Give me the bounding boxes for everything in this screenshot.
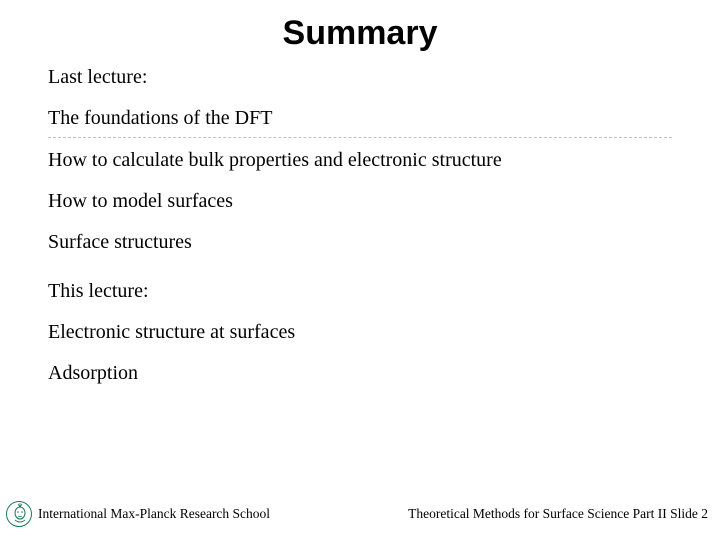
last-item-1: The foundations of the DFT xyxy=(48,106,672,131)
last-item-2: How to calculate bulk properties and ele… xyxy=(48,148,672,173)
slide: Summary Last lecture: The foundations of… xyxy=(0,0,720,540)
last-item-3: How to model surfaces xyxy=(48,189,672,214)
this-item-2: Adsorption xyxy=(48,361,672,386)
footer: International Max-Planck Research School… xyxy=(0,500,720,528)
footer-left-text: International Max-Planck Research School xyxy=(38,506,270,522)
minerva-logo-icon xyxy=(6,501,32,527)
last-lecture-heading: Last lecture: xyxy=(48,65,672,90)
dashed-separator xyxy=(48,137,672,138)
slide-body: Last lecture: The foundations of the DFT… xyxy=(0,53,720,386)
last-item-4: Surface structures xyxy=(48,230,672,255)
this-lecture-heading: This lecture: xyxy=(48,279,672,304)
this-item-1: Electronic structure at surfaces xyxy=(48,320,672,345)
footer-left: International Max-Planck Research School xyxy=(6,501,270,527)
footer-right-text: Theoretical Methods for Surface Science … xyxy=(408,506,708,522)
slide-title: Summary xyxy=(0,0,720,53)
